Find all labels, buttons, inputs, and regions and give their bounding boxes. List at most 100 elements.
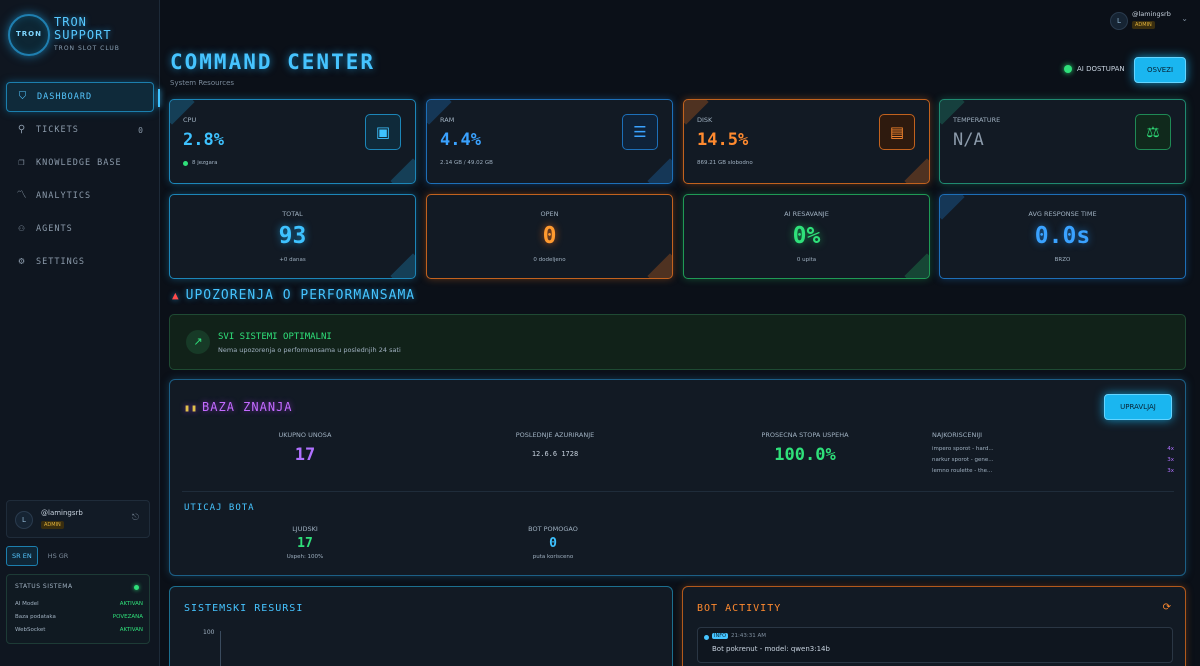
disk-icon: ▤ [879, 114, 915, 150]
ram-card: RAM 4.4% 2.14 GB / 49.02 GB ☰ [426, 99, 673, 184]
kb-updated-value: 12.6.6 1728 [531, 450, 579, 458]
performance-status-title: SVI SISTEMI OPTIMALNI [218, 332, 332, 342]
chart-axis-label: 100 [203, 629, 215, 636]
stat-label: OPEN [540, 210, 559, 218]
sidebar-item-analytics[interactable]: 〽 ANALYTICS [6, 181, 154, 211]
disk-card: DISK 14.5% 869.21 GB slobodno ▤ [683, 99, 930, 184]
total-tickets-card: TOTAL 93 +0 danas [169, 194, 416, 279]
kb-item-count: 3x [1167, 468, 1174, 474]
avatar: L [1110, 12, 1128, 30]
cpu-card: CPU 2.8% 8 jezgara ▣ [169, 99, 416, 184]
card-corner-accent [170, 100, 195, 125]
system-status-panel: STATUS SISTEMA AI Model AKTIVAN Baza pod… [6, 574, 150, 644]
ai-resolution-card: AI RESAVANJE 0% 0 upita [683, 194, 930, 279]
chart-axis-line [220, 631, 221, 666]
temperature-card: TEMPERATURE N/A ⚖ [939, 99, 1186, 184]
tron-logo: TRON [8, 14, 50, 56]
ticket-icon: ⚲ [17, 124, 27, 135]
status-row-ai-model: AI Model AKTIVAN [15, 601, 143, 607]
shield-icon: ⛉ [18, 91, 28, 102]
status-label: AI Model [15, 601, 39, 607]
status-row-database: Baza podataka POVEZANA [15, 614, 143, 620]
status-value: AKTIVAN [119, 601, 143, 607]
status-label: WebSocket [15, 627, 46, 633]
impact-bot-label: BOT POMOGAO [528, 525, 578, 533]
resource-label: TEMPERATURE [953, 116, 1001, 124]
resource-value: 14.5% [697, 130, 749, 150]
kb-success-label: PROSECNA STOPA USPEHA [761, 431, 849, 439]
log-message: Bot pokrenut - model: qwen3:14b [712, 645, 830, 653]
database-icon: ☰ [622, 114, 658, 150]
gear-icon: ⚙ [18, 256, 26, 267]
impact-human-label: LJUDSKI [292, 525, 318, 533]
stat-value: 0.0s [1034, 223, 1091, 249]
username: @lamingsrb [1132, 10, 1171, 18]
language-switcher: SR EN HS GR [6, 546, 74, 566]
log-dot [704, 635, 709, 640]
resource-sub-text: 8 jezgara [192, 160, 218, 166]
chevron-down-icon: ⌄ [1181, 14, 1188, 23]
sidebar-item-knowledge-base[interactable]: ❐ KNOWLEDGE BASE [6, 148, 154, 178]
resource-value: N/A [953, 130, 984, 150]
stat-sub: +0 danas [279, 257, 306, 263]
performance-status-banner: ↗ SVI SISTEMI OPTIMALNI Nema upozorenja … [169, 314, 1186, 370]
tickets-count: 0 [138, 125, 144, 135]
ai-status-indicator: AI DOSTUPAN [1064, 65, 1125, 73]
sidebar: TRON TRON SUPPORT TRON SLOT CLUB ⛉ DASHB… [0, 0, 160, 666]
lang-option-hs-gr[interactable]: HS GR [47, 552, 69, 560]
performance-status-desc: Nema upozorenja o performansama u posled… [218, 346, 401, 354]
manage-button[interactable]: UPRAVLJAJ [1104, 394, 1172, 420]
book-icon: ❐ [18, 157, 26, 168]
brand-title-line1: TRON [54, 15, 87, 29]
refresh-button[interactable]: OSVEZI [1134, 57, 1186, 83]
kb-most-used-item[interactable]: lemno roulette - the... 3x [932, 468, 1174, 474]
stat-value: 93 [278, 223, 307, 249]
kb-total-value: 17 [294, 445, 316, 465]
siren-icon: ▲ [172, 289, 180, 302]
kb-most-used-item[interactable]: impero sporot - hard... 4x [932, 446, 1174, 452]
resource-sub: 8 jezgara [183, 160, 218, 166]
kb-most-used-item[interactable]: narkur sporot - gene... 3x [932, 457, 1174, 463]
status-value: AKTIVAN [119, 627, 143, 633]
sidebar-item-label: SETTINGS [36, 257, 85, 267]
card-corner-accent [940, 100, 965, 125]
resource-label: CPU [183, 116, 197, 124]
sidebar-item-label: ANALYTICS [36, 191, 92, 201]
kb-success-value: 100.0% [774, 445, 836, 465]
system-resources-panel: SISTEMSKI RESURSI 100 [169, 586, 673, 666]
lang-option-sr-en[interactable]: SR EN [6, 546, 38, 566]
card-corner-accent [940, 195, 965, 220]
refresh-icon[interactable]: ⟳ [1162, 602, 1171, 613]
users-icon: ⚇ [18, 223, 26, 234]
divider [182, 491, 1174, 492]
brand-title-line2: SUPPORT [54, 28, 112, 42]
open-tickets-card: OPEN 0 0 dodeljeno [426, 194, 673, 279]
stat-label: TOTAL [282, 210, 303, 218]
sidebar-item-agents[interactable]: ⚇ AGENTS [6, 214, 154, 244]
brand[interactable]: TRON TRON SUPPORT TRON SLOT CLUB [8, 12, 158, 64]
user-card[interactable]: L @lamingsrb ADMIN ⎋ [6, 500, 150, 538]
ai-status-label: AI DOSTUPAN [1077, 65, 1125, 73]
sidebar-nav: ⛉ DASHBOARD ⚲ TICKETS 0 ❐ KNOWLEDGE BASE… [6, 82, 160, 280]
impact-bot-sub: puta korisceno [532, 554, 574, 560]
log-time: 21:43:31 AM [731, 633, 766, 639]
stat-label: AI RESAVANJE [784, 210, 829, 218]
role-badge: ADMIN [1132, 21, 1155, 29]
sidebar-item-settings[interactable]: ⚙ SETTINGS [6, 247, 154, 277]
books-icon: ▮▮ [184, 403, 199, 414]
stat-sub: BRZO [1054, 257, 1071, 263]
brand-title: TRON SUPPORT [54, 16, 112, 42]
knowledge-base-panel: ▮▮ BAZA ZNANJA UPRAVLJAJ UKUPNO UNOSA 17 … [169, 379, 1186, 576]
sidebar-item-dashboard[interactable]: ⛉ DASHBOARD [6, 82, 160, 112]
sidebar-item-tickets[interactable]: ⚲ TICKETS 0 [6, 115, 154, 145]
knowledge-base-heading-text: BAZA ZNANJA [202, 400, 293, 414]
avatar: L [15, 511, 33, 529]
status-row-websocket: WebSocket AKTIVAN [15, 627, 143, 633]
kb-most-used-label: NAJKORISCENIJI [932, 431, 983, 439]
sidebar-item-label: DASHBOARD [37, 92, 93, 102]
status-dot [183, 160, 188, 166]
user-menu[interactable]: L @lamingsrb ADMIN ⌄ [1106, 10, 1192, 34]
logout-icon[interactable]: ⎋ [131, 513, 139, 523]
page-title: COMMAND CENTER [170, 50, 376, 74]
kb-item-count: 3x [1167, 457, 1174, 463]
